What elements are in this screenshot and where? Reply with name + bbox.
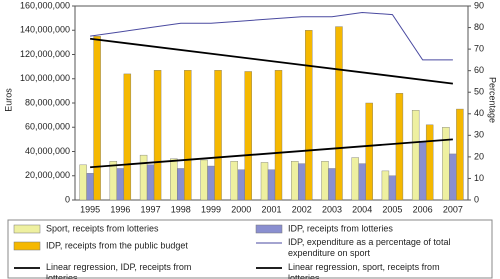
- y-tick-label: 60,000,000: [25, 122, 70, 132]
- y-axis-label: Euros: [3, 88, 13, 112]
- bar: [274, 70, 283, 201]
- bar: [177, 168, 185, 201]
- x-tick-label: 1999: [201, 204, 221, 214]
- x-tick-label: 2002: [292, 204, 312, 214]
- bar: [425, 124, 434, 201]
- bar: [395, 93, 404, 201]
- y2-tick-label: 50: [474, 87, 484, 97]
- legend-label: IDP, receipts from the public budget: [46, 240, 188, 250]
- y-tick-label: 100,000,000: [20, 73, 70, 83]
- bar: [305, 30, 313, 201]
- line: [90, 11, 453, 61]
- y2-tick-label: 40: [474, 108, 484, 118]
- legend-label: IDP, expenditure as a percentage of tota…: [288, 237, 450, 258]
- bar: [388, 175, 397, 201]
- bar: [214, 70, 222, 201]
- bar: [442, 127, 450, 201]
- x-tick-label: 1995: [80, 204, 100, 214]
- y-tick-label: 160,000,000: [20, 0, 70, 10]
- legend-label: Linear regression, IDP, receipts from lot…: [46, 262, 191, 279]
- x-tick-label: 2000: [231, 204, 251, 214]
- bar: [86, 173, 94, 201]
- y-tick-label: 80,000,000: [25, 97, 70, 107]
- bar: [109, 160, 118, 201]
- y-tick-label: 40,000,000: [25, 146, 70, 156]
- bar: [79, 164, 87, 201]
- legend-box: [7, 219, 493, 279]
- bar: [200, 159, 208, 201]
- legend-swatch: [255, 224, 283, 234]
- legend-label: Linear regression, sport, receipts from l…: [288, 262, 440, 279]
- y2-axis-label: Percentage: [488, 77, 498, 123]
- legend-label: IDP, receipts from lotteries: [288, 223, 393, 233]
- bar: [237, 169, 245, 201]
- bar: [365, 102, 373, 201]
- y2-tick-label: 70: [474, 43, 484, 53]
- bar: [93, 36, 101, 201]
- bar: [123, 73, 132, 201]
- y2-tick-label: 30: [474, 130, 484, 140]
- bar: [456, 108, 464, 201]
- bar: [358, 163, 366, 201]
- line: [90, 138, 453, 169]
- legend-label: Sport, receipts from lotteries: [46, 223, 159, 233]
- bar: [260, 162, 269, 201]
- y2-tick-label: 0: [474, 194, 479, 204]
- x-tick-label: 2003: [322, 204, 342, 214]
- bar: [146, 164, 155, 201]
- x-tick-label: 2005: [382, 204, 402, 214]
- bar: [244, 71, 252, 201]
- bar: [335, 26, 343, 201]
- x-tick-label: 2001: [261, 204, 281, 214]
- bar: [418, 141, 427, 201]
- y2-tick-label: 90: [474, 0, 484, 10]
- x-tick-label: 2004: [352, 204, 372, 214]
- y2-tick-label: 20: [474, 151, 484, 161]
- x-tick-label: 1998: [171, 204, 191, 214]
- bar: [153, 70, 162, 201]
- bar: [184, 70, 192, 201]
- y-tick-label: 140,000,000: [20, 25, 70, 35]
- bar: [170, 158, 178, 201]
- bar: [116, 168, 125, 201]
- bar: [381, 170, 390, 201]
- y2-tick-label: 80: [474, 22, 484, 32]
- y2-tick-label: 10: [474, 173, 484, 183]
- bar: [139, 154, 148, 201]
- bar: [321, 160, 329, 201]
- bar: [298, 163, 306, 201]
- bar: [449, 153, 457, 201]
- legend-swatch: [13, 224, 41, 234]
- x-tick-label: 1996: [110, 204, 130, 214]
- x-tick-label: 1997: [141, 204, 161, 214]
- bar: [291, 160, 299, 201]
- bar: [328, 168, 336, 201]
- y-tick-label: 0: [65, 194, 70, 204]
- line: [90, 37, 453, 85]
- legend-swatch: [13, 241, 41, 251]
- y-tick-label: 120,000,000: [20, 49, 70, 59]
- y-tick-label: 20,000,000: [25, 170, 70, 180]
- y2-tick-label: 60: [474, 65, 484, 75]
- bar: [267, 169, 276, 201]
- x-tick-label: 2006: [413, 204, 433, 214]
- x-tick-label: 2007: [443, 204, 463, 214]
- bar: [230, 160, 238, 201]
- bar: [207, 165, 215, 201]
- bar: [351, 157, 359, 201]
- bar: [411, 110, 420, 201]
